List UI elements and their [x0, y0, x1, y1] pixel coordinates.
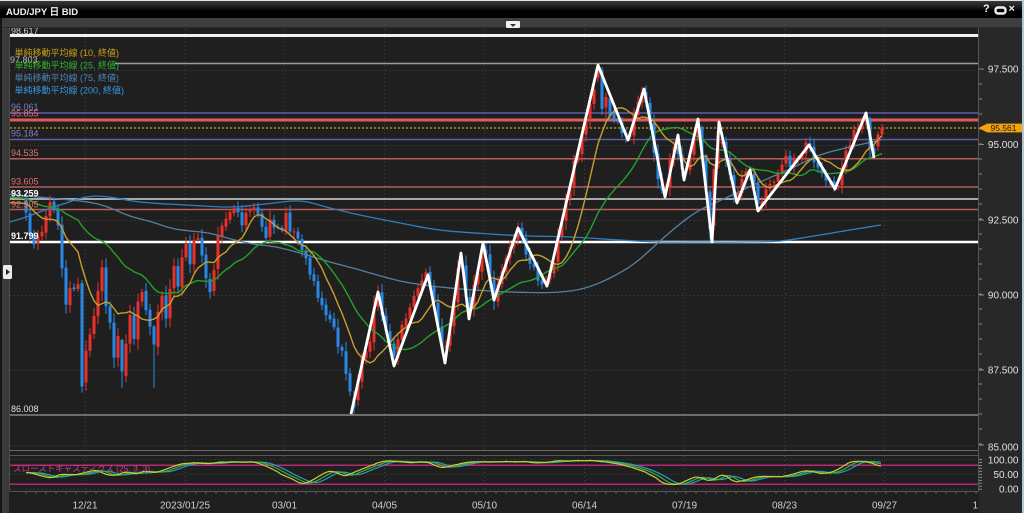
svg-text:04/05: 04/05	[372, 501, 397, 512]
svg-text:85.000: 85.000	[988, 443, 1019, 454]
svg-text:1: 1	[973, 501, 979, 512]
svg-text:単純移動平均線 (75, 終値): 単純移動平均線 (75, 終値)	[15, 72, 120, 83]
svg-text:92.905: 92.905	[11, 200, 39, 210]
svg-text:100.00: 100.00	[988, 456, 1019, 467]
svg-text:07/19: 07/19	[672, 501, 697, 512]
svg-text:90.000: 90.000	[988, 291, 1019, 302]
svg-text:05/10: 05/10	[472, 501, 497, 512]
svg-text:95.000: 95.000	[988, 140, 1019, 151]
svg-text:50.00: 50.00	[993, 470, 1018, 481]
svg-text:86.008: 86.008	[11, 404, 39, 414]
svg-text:97.500: 97.500	[988, 65, 1019, 76]
svg-text:97.803: 97.803	[10, 55, 38, 65]
svg-text:96.061: 96.061	[11, 102, 39, 112]
svg-text:92.500: 92.500	[988, 216, 1019, 227]
svg-text:08/23: 08/23	[772, 501, 797, 512]
svg-text:2023/01/25: 2023/01/25	[160, 501, 210, 512]
svg-text:単純移動平均線 (200, 終値): 単純移動平均線 (200, 終値)	[15, 85, 125, 96]
svg-text:スローストキャスティクス (25, 3, 3): スローストキャスティクス (25, 3, 3)	[13, 464, 150, 474]
svg-text:0.00: 0.00	[999, 485, 1019, 496]
svg-text:95.561: 95.561	[991, 123, 1017, 133]
svg-text:09/27: 09/27	[872, 501, 897, 512]
svg-text:94.535: 94.535	[11, 148, 39, 158]
svg-text:03/01: 03/01	[272, 501, 297, 512]
svg-text:95.184: 95.184	[11, 129, 39, 139]
svg-text:98.617: 98.617	[11, 28, 39, 36]
svg-text:93.605: 93.605	[11, 177, 39, 187]
svg-text:単純移動平均線 (10, 終値): 単純移動平均線 (10, 終値)	[15, 47, 120, 58]
svg-text:単純移動平均線 (25, 終値): 単純移動平均線 (25, 終値)	[15, 60, 120, 71]
svg-text:95.855: 95.855	[11, 109, 39, 119]
svg-text:91.799: 91.799	[11, 231, 39, 241]
svg-text:93.259: 93.259	[11, 189, 39, 199]
svg-text:87.500: 87.500	[988, 366, 1019, 377]
svg-text:06/14: 06/14	[572, 501, 597, 512]
svg-text:12/21: 12/21	[72, 501, 97, 512]
